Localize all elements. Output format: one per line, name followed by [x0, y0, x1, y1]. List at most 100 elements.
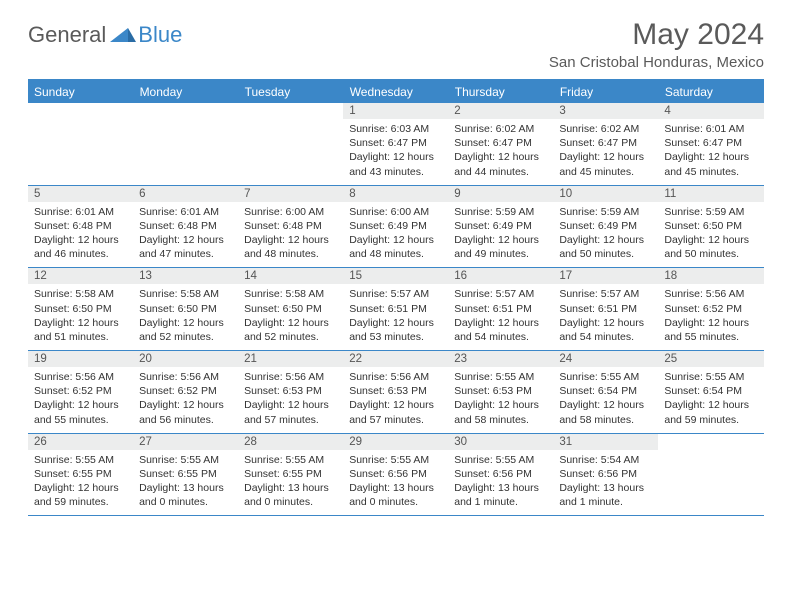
day-info-line: Daylight: 12 hours: [349, 398, 442, 412]
day-info-cell: Sunrise: 6:01 AMSunset: 6:48 PMDaylight:…: [28, 202, 133, 268]
day-info-cell: Sunrise: 6:00 AMSunset: 6:49 PMDaylight:…: [343, 202, 448, 268]
day-number-cell: 16: [448, 268, 553, 285]
day-info-line: Daylight: 12 hours: [244, 398, 337, 412]
day-info-line: and 48 minutes.: [244, 247, 337, 261]
logo-blue: Blue: [138, 22, 182, 48]
day-info-line: Sunset: 6:49 PM: [349, 219, 442, 233]
day-info-line: Daylight: 12 hours: [559, 233, 652, 247]
day-info-cell: Sunrise: 5:56 AMSunset: 6:53 PMDaylight:…: [238, 367, 343, 433]
day-info-line: Sunset: 6:50 PM: [139, 302, 232, 316]
day-info-line: Sunset: 6:50 PM: [34, 302, 127, 316]
day-number-cell: 4: [658, 103, 763, 119]
day-info-line: Sunrise: 5:59 AM: [664, 205, 757, 219]
day-info-line: Sunset: 6:51 PM: [349, 302, 442, 316]
day-info-line: Sunset: 6:56 PM: [454, 467, 547, 481]
day-info-cell: Sunrise: 5:55 AMSunset: 6:56 PMDaylight:…: [448, 450, 553, 516]
day-info-line: and 47 minutes.: [139, 247, 232, 261]
calendar-table: SundayMondayTuesdayWednesdayThursdayFrid…: [28, 81, 764, 516]
day-info-line: Sunrise: 6:01 AM: [139, 205, 232, 219]
day-info-cell: Sunrise: 6:03 AMSunset: 6:47 PMDaylight:…: [343, 119, 448, 185]
day-info-line: Sunrise: 6:00 AM: [349, 205, 442, 219]
day-info-cell: [28, 119, 133, 185]
day-number-cell: 5: [28, 185, 133, 202]
day-info-cell: Sunrise: 5:55 AMSunset: 6:53 PMDaylight:…: [448, 367, 553, 433]
day-header: Monday: [133, 81, 238, 103]
day-info-line: Sunset: 6:52 PM: [34, 384, 127, 398]
day-number-cell: 23: [448, 351, 553, 368]
day-info-line: and 58 minutes.: [559, 413, 652, 427]
day-info-cell: [133, 119, 238, 185]
day-info-line: Sunrise: 5:55 AM: [349, 453, 442, 467]
day-info-line: and 57 minutes.: [349, 413, 442, 427]
day-number-cell: 10: [553, 185, 658, 202]
day-info-line: Sunset: 6:53 PM: [349, 384, 442, 398]
day-info-line: and 55 minutes.: [664, 330, 757, 344]
day-info-line: and 51 minutes.: [34, 330, 127, 344]
day-info-line: Sunrise: 5:58 AM: [139, 287, 232, 301]
day-info-cell: Sunrise: 5:55 AMSunset: 6:55 PMDaylight:…: [133, 450, 238, 516]
day-info-line: Sunset: 6:49 PM: [559, 219, 652, 233]
day-info-line: and 0 minutes.: [244, 495, 337, 509]
info-row: Sunrise: 6:03 AMSunset: 6:47 PMDaylight:…: [28, 119, 764, 185]
day-info-cell: Sunrise: 5:54 AMSunset: 6:56 PMDaylight:…: [553, 450, 658, 516]
day-info-line: Sunrise: 5:55 AM: [454, 453, 547, 467]
logo: General Blue: [28, 18, 182, 48]
day-info-cell: Sunrise: 5:58 AMSunset: 6:50 PMDaylight:…: [28, 284, 133, 350]
day-info-line: Sunrise: 5:56 AM: [139, 370, 232, 384]
day-info-cell: Sunrise: 6:00 AMSunset: 6:48 PMDaylight:…: [238, 202, 343, 268]
day-info-line: Sunrise: 6:00 AM: [244, 205, 337, 219]
day-header: Tuesday: [238, 81, 343, 103]
day-info-line: Daylight: 12 hours: [139, 398, 232, 412]
day-info-line: and 54 minutes.: [454, 330, 547, 344]
day-number-cell: 19: [28, 351, 133, 368]
day-number-cell: 15: [343, 268, 448, 285]
day-info-line: Sunrise: 5:59 AM: [559, 205, 652, 219]
day-info-line: Sunrise: 6:03 AM: [349, 122, 442, 136]
day-number-cell: 12: [28, 268, 133, 285]
day-info-cell: Sunrise: 6:02 AMSunset: 6:47 PMDaylight:…: [553, 119, 658, 185]
day-info-line: and 52 minutes.: [244, 330, 337, 344]
day-info-line: Daylight: 13 hours: [139, 481, 232, 495]
day-number-cell: 26: [28, 433, 133, 450]
day-header: Sunday: [28, 81, 133, 103]
day-info-line: Sunrise: 6:02 AM: [454, 122, 547, 136]
day-info-cell: Sunrise: 5:59 AMSunset: 6:49 PMDaylight:…: [448, 202, 553, 268]
day-header: Friday: [553, 81, 658, 103]
daynum-row: 567891011: [28, 185, 764, 202]
day-info-line: Sunrise: 5:56 AM: [349, 370, 442, 384]
day-number-cell: 7: [238, 185, 343, 202]
day-info-line: Sunrise: 5:58 AM: [244, 287, 337, 301]
day-info-line: Sunrise: 5:59 AM: [454, 205, 547, 219]
daynum-row: 1234: [28, 103, 764, 119]
day-info-line: Daylight: 12 hours: [664, 316, 757, 330]
day-info-line: Sunset: 6:49 PM: [454, 219, 547, 233]
day-header: Thursday: [448, 81, 553, 103]
day-info-line: Sunrise: 5:55 AM: [34, 453, 127, 467]
info-row: Sunrise: 6:01 AMSunset: 6:48 PMDaylight:…: [28, 202, 764, 268]
day-info-line: and 52 minutes.: [139, 330, 232, 344]
day-info-cell: Sunrise: 5:56 AMSunset: 6:52 PMDaylight:…: [28, 367, 133, 433]
day-info-line: Sunset: 6:54 PM: [559, 384, 652, 398]
day-info-line: Sunrise: 6:01 AM: [34, 205, 127, 219]
day-info-line: and 53 minutes.: [349, 330, 442, 344]
day-info-line: Daylight: 13 hours: [244, 481, 337, 495]
day-info-line: Daylight: 12 hours: [244, 316, 337, 330]
day-info-line: Daylight: 12 hours: [454, 398, 547, 412]
day-number-cell: 6: [133, 185, 238, 202]
day-info-line: Daylight: 12 hours: [454, 316, 547, 330]
day-info-line: Sunset: 6:56 PM: [349, 467, 442, 481]
day-info-line: Daylight: 12 hours: [34, 481, 127, 495]
day-info-line: Sunset: 6:47 PM: [454, 136, 547, 150]
day-number-cell: [133, 103, 238, 119]
day-info-line: Daylight: 12 hours: [34, 316, 127, 330]
day-info-cell: Sunrise: 5:56 AMSunset: 6:53 PMDaylight:…: [343, 367, 448, 433]
day-info-line: Sunset: 6:48 PM: [139, 219, 232, 233]
day-number-cell: 29: [343, 433, 448, 450]
day-info-line: Daylight: 12 hours: [349, 150, 442, 164]
day-info-line: Daylight: 12 hours: [454, 150, 547, 164]
day-info-line: and 59 minutes.: [34, 495, 127, 509]
day-info-line: Sunrise: 6:01 AM: [664, 122, 757, 136]
day-info-line: and 44 minutes.: [454, 165, 547, 179]
day-info-cell: Sunrise: 6:01 AMSunset: 6:48 PMDaylight:…: [133, 202, 238, 268]
day-info-line: Sunset: 6:52 PM: [664, 302, 757, 316]
